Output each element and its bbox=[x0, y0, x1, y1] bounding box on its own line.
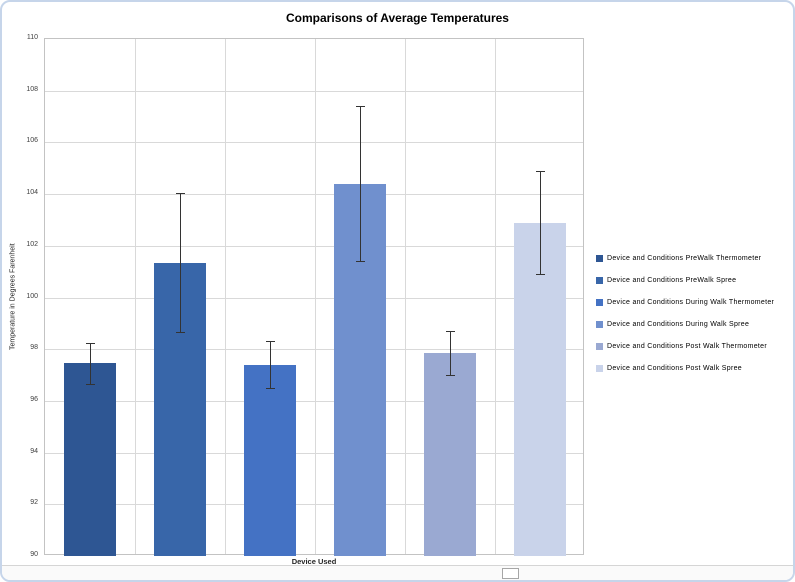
vertical-gridline bbox=[225, 39, 226, 554]
legend-swatch bbox=[596, 364, 603, 372]
legend-swatch bbox=[596, 320, 603, 328]
legend-swatch bbox=[596, 276, 603, 284]
legend-item[interactable]: Device and Conditions During Walk Spree bbox=[596, 313, 793, 335]
y-axis-tick-label: 102 bbox=[26, 240, 38, 248]
error-bar-cap bbox=[536, 274, 545, 275]
error-bar bbox=[540, 171, 541, 274]
legend-item[interactable]: Device and Conditions Post Walk Spree bbox=[596, 357, 793, 379]
legend-item[interactable]: Device and Conditions During Walk Thermo… bbox=[596, 291, 793, 313]
error-bar-cap bbox=[266, 388, 275, 389]
error-bar-cap bbox=[446, 331, 455, 332]
legend-item[interactable]: Device and Conditions PreWalk Spree bbox=[596, 269, 793, 291]
error-bar bbox=[360, 106, 361, 261]
legend-swatch bbox=[596, 254, 603, 262]
legend-item[interactable]: Device and Conditions PreWalk Thermomete… bbox=[596, 247, 793, 269]
scrollbar-thumb[interactable] bbox=[502, 568, 519, 579]
error-bar-cap bbox=[176, 193, 185, 194]
horizontal-gridline bbox=[45, 400, 583, 402]
error-bar-cap bbox=[356, 106, 365, 107]
legend-label: Device and Conditions During Walk Thermo… bbox=[607, 298, 775, 306]
error-bar-cap bbox=[176, 332, 185, 333]
legend-label: Device and Conditions PreWalk Thermomete… bbox=[607, 254, 762, 262]
chart-legend: Device and Conditions PreWalk Thermomete… bbox=[596, 247, 793, 379]
error-bar-cap bbox=[536, 171, 545, 172]
y-axis-tick-label: 100 bbox=[26, 292, 38, 300]
y-axis-tick-label: 90 bbox=[30, 551, 38, 558]
error-bar bbox=[90, 343, 91, 384]
y-axis-tick-label: 106 bbox=[26, 137, 38, 145]
horizontal-gridline bbox=[45, 504, 583, 506]
legend-label: Device and Conditions Post Walk Thermome… bbox=[607, 342, 767, 350]
horizontal-gridline bbox=[45, 297, 583, 299]
plot-area bbox=[44, 38, 584, 556]
legend-swatch bbox=[596, 342, 603, 350]
y-axis-tick-label: 98 bbox=[30, 344, 38, 352]
legend-label: Device and Conditions Post Walk Spree bbox=[607, 364, 742, 372]
error-bar-cap bbox=[356, 261, 365, 262]
legend-item[interactable]: Device and Conditions Post Walk Thermome… bbox=[596, 335, 793, 357]
vertical-gridline bbox=[495, 39, 496, 554]
bar-series-6[interactable] bbox=[514, 223, 566, 556]
horizontal-gridline bbox=[45, 245, 583, 247]
vertical-gridline bbox=[315, 39, 316, 554]
chart-title: Comparisons of Average Temperatures bbox=[286, 11, 509, 25]
horizontal-gridline bbox=[45, 452, 583, 454]
error-bar-cap bbox=[266, 341, 275, 342]
horizontal-gridline bbox=[45, 349, 583, 351]
horizontal-gridline bbox=[45, 142, 583, 144]
error-bar-cap bbox=[86, 384, 95, 385]
error-bar-cap bbox=[86, 343, 95, 344]
legend-label: Device and Conditions During Walk Spree bbox=[607, 320, 750, 328]
y-axis-tick-label: 96 bbox=[30, 395, 38, 403]
error-bar bbox=[180, 193, 181, 332]
vertical-gridline bbox=[405, 39, 406, 554]
error-bar bbox=[270, 341, 271, 388]
horizontal-gridline bbox=[45, 194, 583, 196]
x-axis-label: Device Used bbox=[291, 557, 337, 566]
error-bar bbox=[450, 331, 451, 375]
y-axis-tick-label: 104 bbox=[26, 189, 38, 197]
y-axis-tick-label: 110 bbox=[26, 34, 38, 41]
bar-series-1[interactable] bbox=[64, 363, 116, 556]
bar-series-3[interactable] bbox=[244, 365, 296, 556]
bar-series-5[interactable] bbox=[424, 353, 476, 556]
y-axis-tick-label: 92 bbox=[30, 499, 38, 507]
y-axis-tick-label: 108 bbox=[26, 85, 38, 93]
bottom-strip bbox=[2, 565, 793, 580]
horizontal-gridline bbox=[45, 90, 583, 92]
error-bar-cap bbox=[446, 375, 455, 376]
legend-label: Device and Conditions PreWalk Spree bbox=[607, 276, 737, 284]
legend-swatch bbox=[596, 298, 603, 306]
y-axis-tick-label: 94 bbox=[30, 447, 38, 455]
vertical-gridline bbox=[135, 39, 136, 554]
